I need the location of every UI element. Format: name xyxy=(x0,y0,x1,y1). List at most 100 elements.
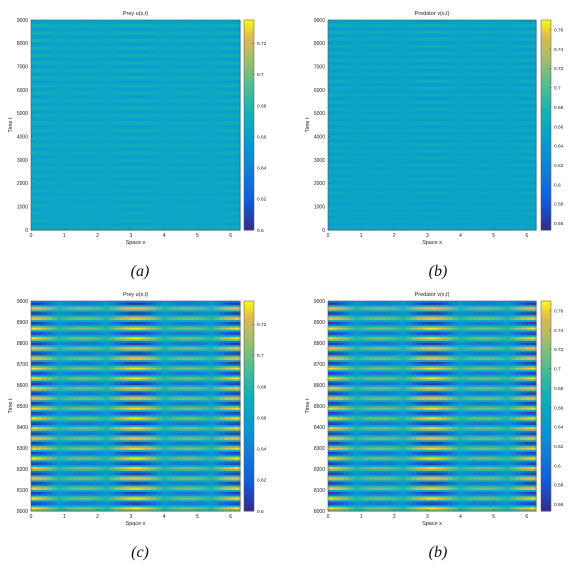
heatmap-cell xyxy=(140,56,147,59)
heatmap-cell xyxy=(109,52,116,55)
heatmap-cell xyxy=(203,71,210,75)
heatmap-cell xyxy=(93,90,100,94)
heatmap-cell xyxy=(135,105,142,109)
heatmap-cell xyxy=(98,60,105,63)
heatmap-cell xyxy=(83,65,90,69)
heatmap-cell xyxy=(31,77,37,80)
heatmap-cell xyxy=(119,60,126,63)
heatmap-cell xyxy=(192,27,199,31)
heatmap-cell xyxy=(192,42,199,46)
heatmap-cell xyxy=(88,23,95,27)
heatmap-cell xyxy=(88,71,95,75)
heatmap-cell xyxy=(213,79,220,82)
colorbar-swatch xyxy=(244,20,254,24)
heatmap-cell xyxy=(156,98,163,101)
heatmap-cell xyxy=(156,50,163,54)
y-axis-label: Time t xyxy=(8,117,14,133)
heatmap-cell xyxy=(224,31,231,34)
heatmap-cell xyxy=(140,69,147,73)
heatmap-cell xyxy=(182,63,189,67)
heatmap-cell xyxy=(203,25,210,29)
heatmap-cell xyxy=(161,35,168,38)
heatmap-cell xyxy=(104,31,110,34)
heatmap-cell xyxy=(203,98,210,101)
heatmap-cell xyxy=(182,52,189,55)
heatmap-cell xyxy=(198,81,205,84)
heatmap-cell xyxy=(67,39,74,42)
heatmap-cell xyxy=(88,52,95,55)
heatmap-cell xyxy=(229,107,236,111)
heatmap-cell xyxy=(51,25,58,29)
heatmap-cell xyxy=(114,79,121,82)
heatmap-cell xyxy=(156,71,163,75)
heatmap-cell xyxy=(229,63,236,67)
heatmap-cell xyxy=(130,56,137,59)
heatmap-cell xyxy=(187,73,194,76)
heatmap-cell xyxy=(177,42,184,46)
heatmap-cell xyxy=(130,111,137,115)
colorbar: 0.60.620.640.660.680.70.72 xyxy=(243,19,267,234)
heatmap-cell xyxy=(166,90,173,94)
heatmap-cell xyxy=(93,77,100,80)
heatmap-cell xyxy=(192,63,199,67)
heatmap-cell xyxy=(114,90,121,94)
heatmap-cell xyxy=(135,96,142,99)
heatmap-cell xyxy=(104,39,110,42)
heatmap-cell xyxy=(208,100,215,103)
heatmap-cell xyxy=(187,88,194,92)
heatmap-cell xyxy=(72,65,79,69)
heatmap-cell xyxy=(125,92,131,96)
heatmap-cell xyxy=(177,81,184,84)
heatmap-cell xyxy=(88,65,95,69)
heatmap-cell xyxy=(208,98,215,101)
heatmap-cell xyxy=(130,20,137,23)
heatmap-cell xyxy=(125,39,131,42)
heatmap-cell xyxy=(51,29,58,33)
heatmap-cell xyxy=(88,63,95,67)
heatmap-cell xyxy=(72,98,79,101)
heatmap-cell xyxy=(62,21,69,25)
heatmap-cell xyxy=(198,37,205,40)
colorbar-swatch xyxy=(244,180,254,185)
heatmap-cell xyxy=(36,79,43,82)
heatmap-cell xyxy=(156,23,163,27)
heatmap-cell xyxy=(172,20,178,23)
y-tick-label: 9000 xyxy=(17,18,28,24)
heatmap-cell xyxy=(187,102,194,105)
heatmap-cell xyxy=(213,65,220,69)
heatmap-cell xyxy=(109,35,116,38)
heatmap-cell xyxy=(177,71,184,75)
heatmap-cell xyxy=(46,48,53,52)
heatmap-cell xyxy=(83,104,90,107)
heatmap-cell xyxy=(83,88,90,92)
heatmap-cell xyxy=(213,39,220,42)
heatmap-cell xyxy=(51,67,58,71)
heatmap-cell xyxy=(234,77,241,80)
heatmap-cell xyxy=(198,67,205,71)
heatmap-cell xyxy=(172,58,178,61)
heatmap-cell xyxy=(172,46,178,50)
heatmap-cell xyxy=(161,52,168,55)
heatmap-cell xyxy=(62,84,69,88)
heatmap-cell xyxy=(145,41,152,44)
heatmap-cell xyxy=(83,48,90,52)
heatmap-cell xyxy=(140,27,147,31)
heatmap-cell xyxy=(109,48,116,52)
heatmap-cell xyxy=(213,23,220,27)
heatmap-cell xyxy=(51,84,58,88)
heatmap-cell xyxy=(93,39,100,42)
heatmap-cell xyxy=(192,69,199,73)
heatmap-cell xyxy=(151,31,157,34)
heatmap-cell xyxy=(187,20,194,23)
heatmap-cell xyxy=(98,52,105,55)
heatmap-cell xyxy=(109,54,116,57)
heatmap-cell xyxy=(119,79,126,82)
heatmap-cell xyxy=(41,111,48,115)
heatmap-cell xyxy=(198,88,205,92)
heatmap-cell xyxy=(130,39,137,42)
heatmap-cell xyxy=(31,83,37,86)
heatmap-cell xyxy=(130,63,137,67)
heatmap-cell xyxy=(182,84,189,88)
heatmap-cell xyxy=(104,37,110,40)
colorbar-swatch xyxy=(244,161,254,165)
